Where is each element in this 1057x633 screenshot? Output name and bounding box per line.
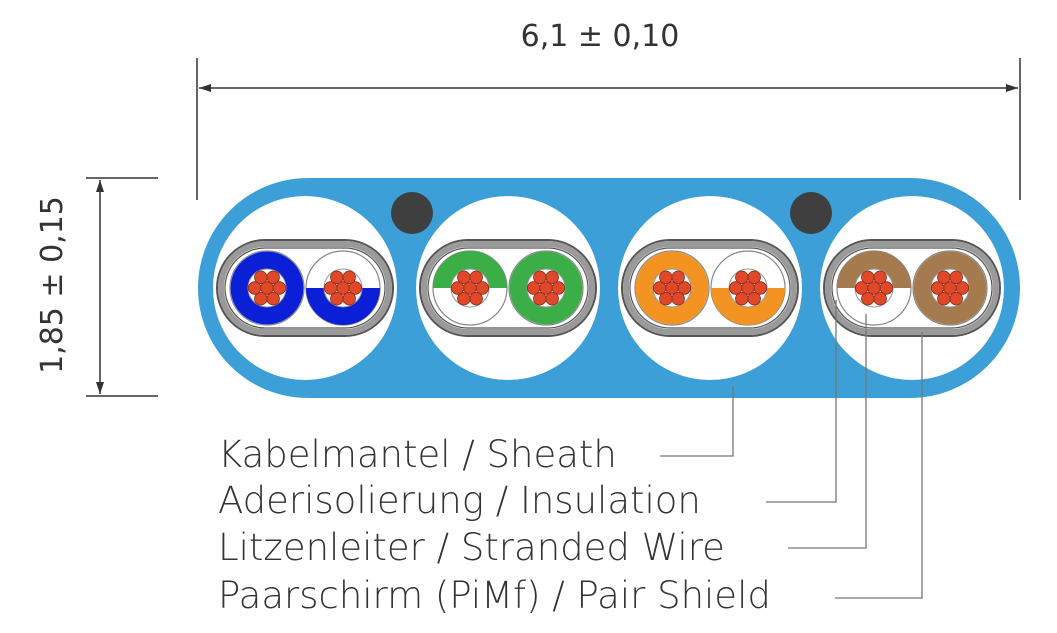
strand [861,270,875,285]
width-dimension-label: 6,1 ± 0,10 [521,19,680,54]
strand [342,291,356,306]
pair-shield [421,241,595,335]
strand [475,281,490,295]
leader-line-sheath [660,386,734,457]
strand [659,270,673,285]
strand [949,291,963,306]
strand [937,270,951,285]
twisted-pair [213,196,397,380]
width-dimension [196,58,1021,200]
strand [930,281,945,295]
twisted-pair [820,196,1004,380]
strand [671,291,685,306]
strand [254,270,268,285]
twisted-pair [416,196,600,380]
strand [266,291,280,306]
strand [254,291,268,306]
strand [735,291,749,306]
strand [342,270,356,285]
strand [469,270,483,285]
strand [955,281,970,295]
strand [659,291,673,306]
strand [861,291,875,306]
strand [652,281,667,295]
strand [551,281,566,295]
label-insulation: Aderisolierung / Insulation [218,479,701,522]
label-sheath: Kabelmantel / Sheath [218,433,617,476]
strand [450,281,465,295]
strand [272,281,287,295]
pair-shield [623,241,797,335]
pair-shield [825,241,999,335]
strand [469,291,483,306]
strand [854,281,869,295]
strand [753,281,768,295]
strand [533,291,547,306]
strand [873,270,887,285]
drain-wire [391,192,433,234]
strand [747,291,761,306]
strand [526,281,541,295]
strand [949,270,963,285]
strand [330,270,344,285]
strand [247,281,262,295]
strand [457,291,471,306]
label-stranded-wire: Litzenleiter / Stranded Wire [218,526,725,569]
strand [533,270,547,285]
strand [735,270,749,285]
twisted-pair [618,196,802,380]
height-dimension [86,177,158,397]
leader-lines [660,300,923,599]
label-pair-shield: Paarschirm (PiMf) / Pair Shield [218,574,771,617]
height-dimension-label: 1,85 ± 0,15 [35,196,70,374]
strand [677,281,692,295]
strand [747,270,761,285]
strand [330,291,344,306]
leader-line-stranded-wire [788,314,867,549]
strand [671,270,685,285]
strand [728,281,743,295]
strand [266,270,280,285]
strand [323,281,338,295]
strand [879,281,894,295]
leader-line-insulation [766,300,837,503]
strand [873,291,887,306]
pair-shield [218,241,392,335]
strand [348,281,363,295]
drain-wire [790,192,832,234]
strand [937,291,951,306]
strand [545,270,559,285]
strand [457,270,471,285]
leader-line-pair-shield [835,332,923,599]
strand [545,291,559,306]
